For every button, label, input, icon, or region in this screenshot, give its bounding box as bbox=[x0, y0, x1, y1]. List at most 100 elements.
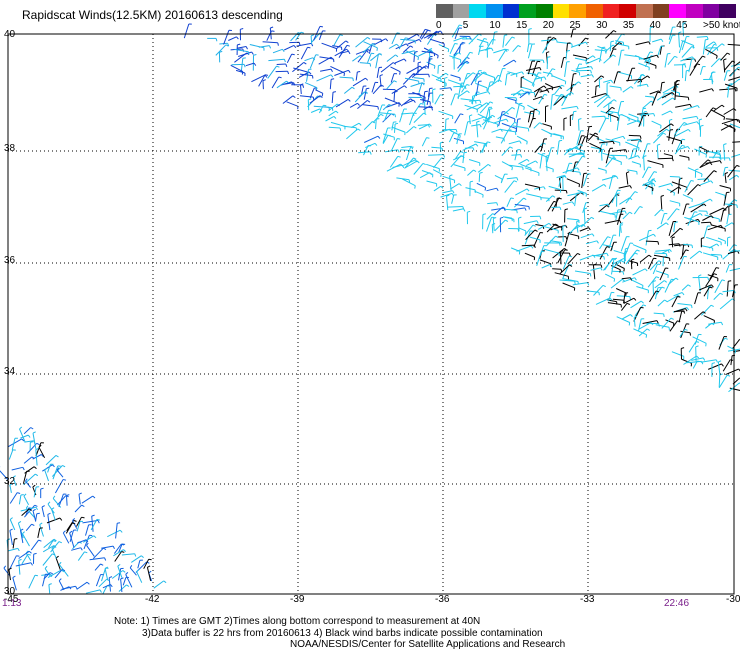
wind-barb bbox=[710, 253, 722, 256]
wind-barb bbox=[633, 206, 641, 215]
wind-barb-feather bbox=[710, 215, 714, 219]
wind-barb-feather bbox=[403, 58, 407, 62]
wind-barb bbox=[600, 150, 603, 161]
wind-barb bbox=[482, 119, 498, 125]
wind-barb bbox=[671, 237, 674, 248]
wind-barb-feather bbox=[701, 361, 704, 365]
wind-barb bbox=[653, 132, 664, 144]
wind-barb-feather bbox=[669, 249, 672, 252]
wind-barb-feather bbox=[705, 343, 707, 347]
wind-barb bbox=[477, 113, 490, 120]
wind-barb bbox=[639, 113, 654, 116]
wind-barb bbox=[434, 94, 441, 105]
wind-barb bbox=[565, 50, 568, 60]
wind-barb-feather bbox=[685, 308, 688, 312]
wind-barb bbox=[9, 519, 16, 531]
wind-barb bbox=[678, 256, 685, 270]
wind-barb bbox=[478, 38, 485, 48]
wind-barb bbox=[507, 97, 517, 101]
wind-barb bbox=[309, 54, 317, 69]
wind-barb-feather bbox=[587, 282, 590, 286]
wind-barb bbox=[115, 523, 118, 539]
wind-barb-feather bbox=[702, 357, 706, 361]
wind-barb bbox=[526, 43, 530, 53]
wind-barb-feather bbox=[357, 102, 360, 106]
wind-barb bbox=[400, 98, 411, 107]
wind-barb bbox=[24, 440, 34, 443]
wind-barb bbox=[626, 138, 640, 141]
wind-barb-feather bbox=[596, 240, 599, 244]
wind-barb-feather bbox=[283, 59, 286, 63]
wind-barb bbox=[724, 222, 733, 228]
plot-frame bbox=[7, 33, 735, 595]
wind-barb bbox=[533, 232, 541, 247]
wind-barb-feather bbox=[517, 228, 520, 232]
wind-barb-feather bbox=[12, 475, 16, 478]
wind-barb-feather bbox=[728, 280, 732, 282]
wind-barb bbox=[709, 207, 724, 215]
wind-barb bbox=[570, 41, 586, 48]
wind-barb-feather bbox=[676, 208, 680, 211]
wind-barb bbox=[580, 216, 592, 228]
wind-barb bbox=[612, 298, 625, 301]
wind-barb bbox=[632, 268, 646, 276]
wind-barb bbox=[442, 175, 455, 181]
wind-barb-feather bbox=[663, 313, 665, 317]
wind-barb-feather bbox=[570, 114, 574, 117]
wind-barb-feather bbox=[40, 487, 44, 490]
wind-barb bbox=[714, 279, 723, 294]
wind-barb-feather bbox=[268, 45, 272, 49]
wind-barb bbox=[698, 275, 701, 292]
wind-barb-feather bbox=[670, 317, 674, 320]
wind-barb bbox=[276, 63, 286, 65]
wind-barb bbox=[358, 91, 366, 98]
wind-barb-feather bbox=[539, 145, 544, 148]
wind-barb bbox=[657, 299, 665, 307]
wind-barb-feather bbox=[377, 106, 379, 110]
wind-barb bbox=[524, 111, 534, 115]
wind-barb-feather bbox=[491, 47, 494, 51]
wind-barb-feather bbox=[682, 63, 686, 65]
wind-barb bbox=[491, 224, 494, 234]
wind-barb-feather bbox=[392, 62, 397, 65]
wind-barb-feather bbox=[451, 193, 455, 197]
wind-barb bbox=[523, 220, 538, 225]
wind-barb bbox=[77, 551, 85, 561]
wind-barb bbox=[660, 213, 665, 225]
wind-barb bbox=[9, 492, 18, 504]
wind-barb bbox=[465, 72, 474, 80]
wind-barb bbox=[477, 164, 489, 173]
wind-barb bbox=[532, 109, 535, 120]
wind-barb-feather bbox=[479, 124, 482, 128]
wind-barb-feather bbox=[393, 80, 397, 83]
wind-barb bbox=[728, 244, 735, 252]
wind-barb bbox=[635, 41, 649, 46]
wind-barb bbox=[262, 41, 278, 44]
wind-barb-feather bbox=[612, 54, 616, 58]
color-swatch bbox=[519, 4, 536, 18]
wind-barb bbox=[451, 24, 460, 38]
wind-barb-feather bbox=[31, 456, 35, 460]
wind-barb-feather bbox=[678, 186, 682, 190]
wind-barb bbox=[597, 45, 607, 50]
wind-barb bbox=[611, 258, 615, 275]
wind-barb-feather bbox=[545, 105, 549, 107]
wind-barb bbox=[335, 98, 349, 108]
wind-barb bbox=[587, 132, 596, 142]
wind-barb-feather bbox=[699, 250, 703, 254]
wind-barb bbox=[51, 509, 56, 521]
wind-barb bbox=[571, 111, 575, 120]
wind-barb bbox=[391, 126, 406, 133]
wind-barb-feather bbox=[277, 42, 279, 46]
wind-barb-feather bbox=[32, 508, 36, 512]
wind-barb-feather bbox=[479, 171, 483, 174]
wind-barb-feather bbox=[440, 94, 444, 96]
wind-barb-feather bbox=[653, 233, 656, 237]
wind-barb-feather bbox=[330, 74, 334, 78]
wind-barb-feather bbox=[650, 26, 654, 29]
wind-barb bbox=[585, 55, 594, 61]
wind-barb-feather bbox=[665, 253, 668, 257]
wind-barb bbox=[705, 41, 714, 48]
wind-barb-feather bbox=[624, 210, 627, 214]
wind-barb bbox=[449, 129, 461, 137]
